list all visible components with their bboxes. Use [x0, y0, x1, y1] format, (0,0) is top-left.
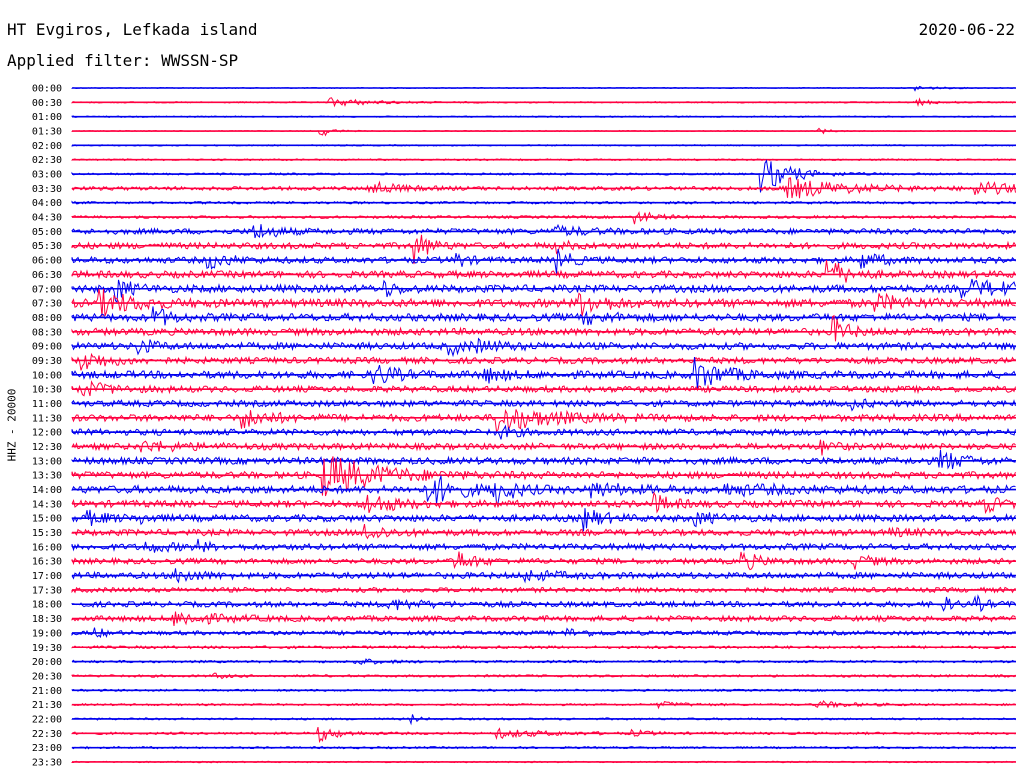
seismic-trace: [71, 278, 1016, 304]
trace-time-label: 01:00: [32, 112, 62, 123]
seismic-trace: [71, 523, 1016, 540]
seismic-trace: [71, 408, 1016, 433]
seismic-trace: [71, 726, 1016, 744]
trace-time-label: 05:00: [32, 227, 62, 238]
trace-time-label: 06:00: [32, 256, 62, 267]
trace-time-label: 21:30: [32, 700, 62, 711]
trace-time-label: 13:30: [32, 471, 62, 482]
seismic-trace: [71, 611, 1016, 626]
seismic-trace: [71, 398, 1016, 412]
trace-time-label: 22:00: [32, 714, 62, 725]
trace-time-label: 15:00: [32, 514, 62, 525]
trace-time-label: 12:30: [32, 442, 62, 453]
trace-time-label: 13:00: [32, 456, 62, 467]
trace-time-label: 19:00: [32, 628, 62, 639]
trace-time-label: 10:00: [32, 370, 62, 381]
trace-time-label: 04:30: [32, 213, 62, 224]
seismic-trace: [71, 352, 1016, 371]
trace-time-label: 08:00: [32, 313, 62, 324]
seismic-trace: [71, 491, 1016, 515]
seismic-trace: [71, 314, 1016, 342]
trace-time-label: 17:00: [32, 571, 62, 582]
seismic-trace: [71, 259, 1016, 283]
seismic-trace: [71, 248, 1016, 274]
trace-time-label: 02:30: [32, 155, 62, 166]
seismic-trace: [71, 439, 1016, 456]
trace-time-label: 10:30: [32, 385, 62, 396]
trace-time-label: 06:30: [32, 270, 62, 281]
trace-time-label: 09:00: [32, 342, 62, 353]
trace-time-label: 07:30: [32, 299, 62, 310]
trace-time-label: 11:30: [32, 413, 62, 424]
trace-time-label: 16:30: [32, 557, 62, 568]
seismic-trace: [71, 508, 1016, 532]
trace-time-label: 19:30: [32, 643, 62, 654]
seismic-traces: [71, 85, 1016, 764]
date-label: 2020-06-22: [918, 20, 1015, 39]
seismic-trace: [71, 475, 1016, 505]
trace-time-label: 16:00: [32, 542, 62, 553]
trace-time-label: 14:00: [32, 485, 62, 496]
trace-time-label: 15:30: [32, 528, 62, 539]
trace-time-label: 02:00: [32, 141, 62, 152]
trace-time-label: 18:30: [32, 614, 62, 625]
trace-time-label: 00:30: [32, 98, 62, 109]
trace-time-label: 11:00: [32, 399, 62, 410]
trace-time-label: 14:30: [32, 499, 62, 510]
trace-time-label: 20:30: [32, 671, 62, 682]
time-labels: 00:00 00:30 01:00 01:30 02:00 02:30 03:00 03:30…: [32, 84, 62, 769]
trace-time-label: 23:30: [32, 757, 62, 768]
trace-time-label: 00:00: [32, 84, 62, 95]
trace-time-label: 12:00: [32, 428, 62, 439]
trace-time-label: 08:30: [32, 327, 62, 338]
trace-time-label: 21:00: [32, 686, 62, 697]
trace-time-label: 17:30: [32, 585, 62, 596]
trace-time-label: 22:30: [32, 729, 62, 740]
trace-time-label: 18:00: [32, 600, 62, 611]
seismic-trace: [71, 672, 1016, 680]
trace-time-label: 03:00: [32, 170, 62, 181]
trace-time-label: 04:00: [32, 198, 62, 209]
seismic-trace: [71, 627, 1016, 639]
trace-time-label: 07:00: [32, 284, 62, 295]
trace-time-label: 01:30: [32, 127, 62, 138]
trace-time-label: 09:30: [32, 356, 62, 367]
trace-time-label: 03:30: [32, 184, 62, 195]
trace-time-label: 05:30: [32, 241, 62, 252]
seismic-trace: [71, 337, 1016, 358]
seismic-trace: [71, 210, 1016, 225]
filter-label: Applied filter: WWSSN-SP: [7, 51, 239, 70]
trace-time-label: 20:00: [32, 657, 62, 668]
trace-time-label: 23:00: [32, 743, 62, 754]
station-title: HT Evgiros, Lefkada island: [7, 20, 258, 39]
seismic-trace: [71, 538, 1016, 554]
seismic-trace: [71, 306, 1016, 326]
seismic-trace: [71, 450, 1016, 470]
